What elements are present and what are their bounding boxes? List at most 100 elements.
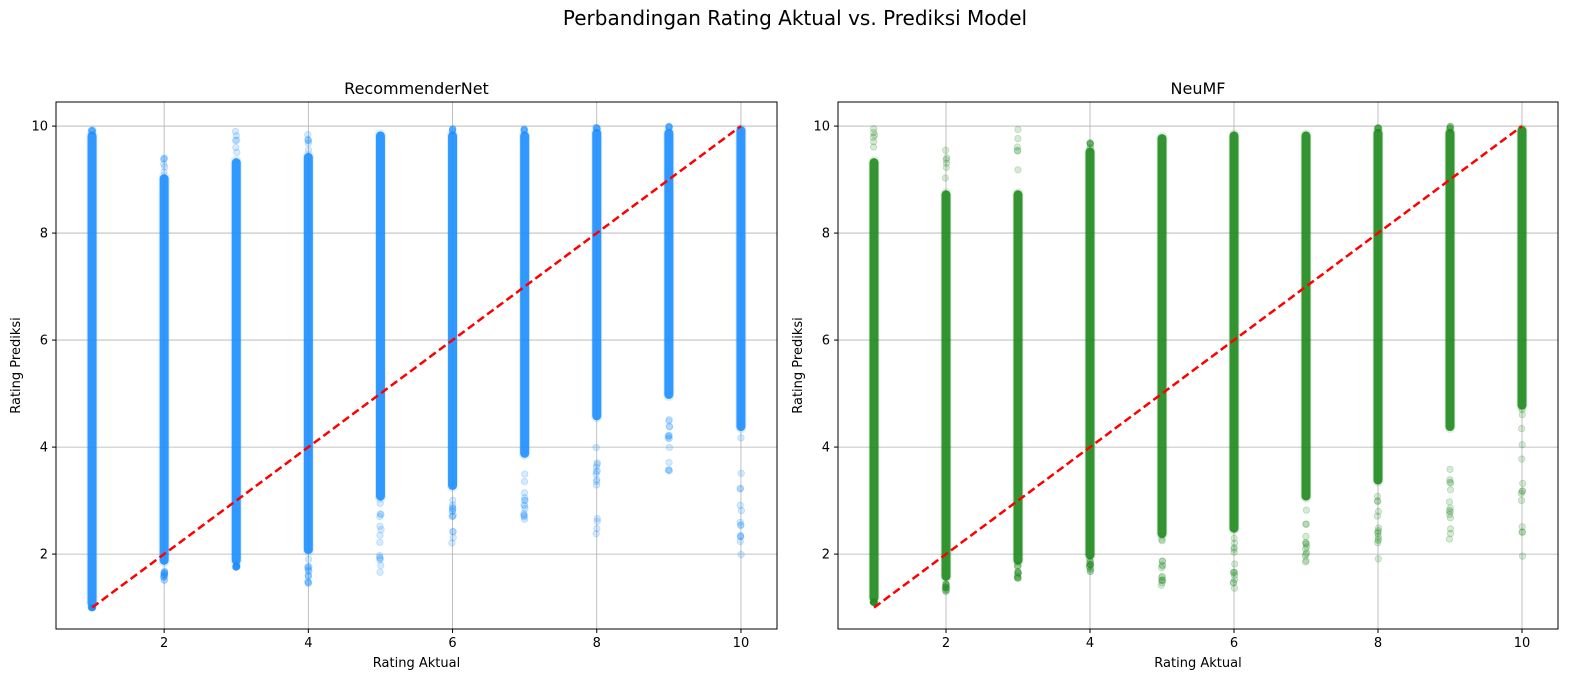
scatter-point xyxy=(737,550,745,559)
scatter-point xyxy=(521,470,529,478)
scatter-point xyxy=(304,573,313,581)
scatter-point xyxy=(1085,562,1093,571)
scatter-point xyxy=(449,496,457,504)
scatter-point xyxy=(1229,579,1238,587)
scatter-point xyxy=(1446,124,1454,132)
x-axis-label: Rating Aktual xyxy=(373,656,460,671)
scatter-point xyxy=(1518,528,1526,536)
scatter-point xyxy=(520,125,528,134)
scatter-point xyxy=(1013,146,1022,154)
scatter-point xyxy=(1158,573,1166,581)
scatter-point xyxy=(233,562,241,570)
scatter-point xyxy=(1302,540,1310,548)
scatter-point xyxy=(1446,123,1454,132)
scatter-point xyxy=(1014,572,1022,581)
dense-point-cluster xyxy=(231,158,241,565)
scatter-point xyxy=(664,432,672,440)
x-axis-label: Rating Aktual xyxy=(1154,656,1241,671)
scatter-point xyxy=(1231,560,1239,568)
scatter-point xyxy=(665,458,673,467)
scatter-point xyxy=(593,124,601,132)
scatter-point xyxy=(1302,538,1310,546)
scatter-point xyxy=(665,443,673,452)
scatter-point xyxy=(1301,552,1309,560)
point-cluster-halo xyxy=(735,124,747,434)
scatter-point xyxy=(1085,560,1094,568)
scatter-point xyxy=(521,493,529,502)
scatter-point xyxy=(448,125,456,134)
perfect-prediction-line xyxy=(91,125,742,609)
figure-suptitle: Perbandingan Rating Aktual vs. Prediksi … xyxy=(562,6,1028,30)
scatter-point xyxy=(449,512,457,520)
scatter-point xyxy=(1373,497,1382,505)
x-tick-label: 6 xyxy=(448,636,456,651)
scatter-point xyxy=(941,583,950,591)
scatter-point xyxy=(1518,528,1526,536)
dense-point-cluster xyxy=(87,131,97,608)
scatter-point xyxy=(592,123,600,132)
scatter-point xyxy=(305,562,313,571)
scatter-point xyxy=(88,126,96,134)
scatter-point xyxy=(449,534,457,542)
scatter-point xyxy=(233,563,241,571)
scatter-point xyxy=(737,434,745,442)
scatter-point xyxy=(1518,411,1526,419)
scatter-point xyxy=(232,563,241,571)
scatter-point xyxy=(448,504,457,513)
scatter-point xyxy=(305,579,313,587)
scatter-point xyxy=(1013,562,1021,570)
scatter-point xyxy=(1445,535,1454,543)
scatter-point xyxy=(1518,487,1526,495)
scatter-point xyxy=(520,509,528,517)
dense-point-cluster xyxy=(736,126,746,432)
scatter-point xyxy=(1447,479,1455,487)
point-cluster-halo xyxy=(1516,124,1528,412)
scatter-point xyxy=(376,552,384,560)
scatter-point xyxy=(1230,534,1238,542)
scatter-point xyxy=(449,501,457,509)
scatter-point xyxy=(1374,124,1382,132)
scatter-point xyxy=(1158,579,1166,587)
dense-point-cluster xyxy=(592,128,602,421)
scatter-point xyxy=(1086,565,1095,573)
scatter-point xyxy=(377,526,385,534)
scatter-point xyxy=(449,125,457,133)
scatter-point xyxy=(1086,139,1094,148)
scatter-point xyxy=(1014,567,1022,576)
scatter-point xyxy=(304,136,312,145)
scatter-point xyxy=(664,434,672,442)
scatter-point xyxy=(1157,564,1166,572)
y-tick-label: 8 xyxy=(822,227,830,242)
scatter-point xyxy=(160,576,168,584)
scatter-point xyxy=(1157,576,1166,584)
x-tick-label: 10 xyxy=(1514,636,1531,651)
scatter-point xyxy=(1158,577,1167,585)
dense-point-cluster xyxy=(1013,190,1023,565)
scatter-point xyxy=(870,598,878,606)
scatter-point xyxy=(160,568,169,576)
scatter-point xyxy=(1158,557,1167,565)
scatter-point xyxy=(1014,568,1022,576)
scatter-point xyxy=(1374,536,1382,545)
scatter-point xyxy=(1230,571,1239,579)
point-cluster-halo xyxy=(302,150,314,557)
scatter-point xyxy=(1014,569,1022,577)
scatter-point xyxy=(737,521,745,529)
scatter-point xyxy=(520,126,529,134)
dense-point-cluster xyxy=(1157,134,1167,539)
y-tick-label: 4 xyxy=(40,441,48,456)
x-tick-label: 6 xyxy=(1230,636,1238,651)
scatter-point xyxy=(376,499,384,507)
scatter-point xyxy=(160,154,169,162)
scatter-point xyxy=(592,481,601,489)
scatter-point xyxy=(1446,122,1454,130)
scatter-point xyxy=(231,127,240,136)
scatter-point xyxy=(448,539,456,547)
scatter-point xyxy=(1302,539,1310,547)
scatter-point xyxy=(1014,135,1022,143)
scatter-point xyxy=(449,511,457,519)
scatter-point xyxy=(304,563,312,572)
scatter-point xyxy=(1158,537,1166,545)
scatter-point xyxy=(521,504,529,513)
scatter-point xyxy=(521,496,529,504)
